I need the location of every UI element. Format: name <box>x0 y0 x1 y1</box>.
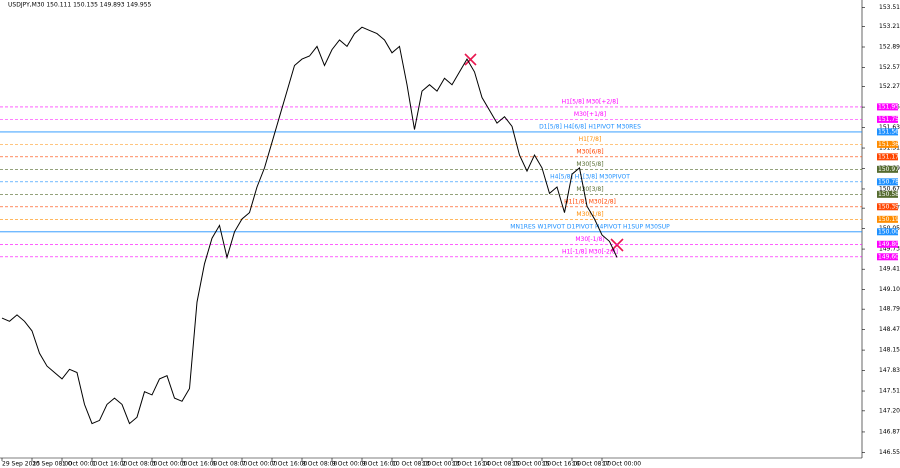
y-tick-label: 152.570 <box>879 64 900 71</box>
level-tag <box>877 253 898 261</box>
y-tick-label: 147.200 <box>879 407 900 414</box>
y-tick-label: 146.550 <box>879 449 900 456</box>
x-tick-label: 1 Oct 00:00 <box>62 461 97 468</box>
level-name: H1[1/8] M30[2/8] <box>564 198 616 205</box>
level-price: 149.609 <box>878 253 900 260</box>
x-tick-label: 3 Oct 16:00 <box>182 461 217 468</box>
x-tick-label: 14 Oct 08:00 <box>482 461 521 468</box>
level-price: 150.586 <box>878 191 900 198</box>
y-tick-label: 146.870 <box>879 428 900 435</box>
level-name: M30[-1/8] <box>575 236 604 243</box>
level-name: M30[5/8] <box>576 161 603 168</box>
x-tick-label: 17 Oct 00:00 <box>602 461 641 468</box>
x-tick-label: 13 Oct 16:00 <box>452 461 491 468</box>
y-tick-label: 147.830 <box>879 367 900 374</box>
level-tag <box>877 140 898 148</box>
level-price: 151.172 <box>878 153 900 160</box>
x-tick-label: 7 Oct 16:00 <box>272 461 307 468</box>
x-tick-label: 1 Oct 16:00 <box>92 461 127 468</box>
level-price: 150.000 <box>878 228 900 235</box>
level-price: 151.953 <box>878 103 900 110</box>
x-tick-label: 9 Oct 16:00 <box>362 461 397 468</box>
level-tag <box>877 153 898 161</box>
x-tick-label: 8 Oct 08:00 <box>302 461 337 468</box>
level-name: MN1RES W1PIVOT D1PIVOT H4PIVOT H1SUP M30… <box>510 223 670 230</box>
level-price: 149.805 <box>878 241 900 248</box>
level-tag <box>877 240 898 248</box>
y-tick-label: 148.790 <box>879 306 900 313</box>
y-tick-label: 152.270 <box>879 83 900 90</box>
level-name: M30[1/8] <box>576 211 603 218</box>
x-tick-label: 29 Sep 2025 <box>2 461 40 468</box>
y-tick-label: 149.100 <box>879 286 900 293</box>
y-tick-label: 152.890 <box>879 43 900 50</box>
x-tick-label: 2 Oct 08:00 <box>122 461 157 468</box>
x-tick-label: 3 Oct 00:00 <box>152 461 187 468</box>
x-tick-label: 7 Oct 00:00 <box>242 461 277 468</box>
level-price: 150.977 <box>878 166 900 173</box>
y-tick-label: 151.630 <box>879 124 900 131</box>
level-tag <box>877 103 898 111</box>
cross-marker <box>464 53 477 66</box>
x-tick-label: 30 Sep 08:00 <box>32 461 72 468</box>
y-tick-label: 148.150 <box>879 347 900 354</box>
level-price: 151.367 <box>878 141 900 148</box>
x-tick-label: 9 Oct 00:00 <box>332 461 367 468</box>
y-tick-label: 150.670 <box>879 185 900 192</box>
x-tick-label: 13 Oct 00:00 <box>422 461 461 468</box>
level-tag <box>877 190 898 198</box>
y-tick-label: 149.415 <box>879 266 900 273</box>
level-name: H1[5/8] M30[+2/8] <box>562 98 619 105</box>
price-line <box>1 26 618 425</box>
x-tick-label: 16 Oct 08:00 <box>572 461 611 468</box>
y-tick-label: 153.510 <box>879 4 900 11</box>
level-price: 151.562 <box>878 128 900 135</box>
y-tick-label: 151.310 <box>879 145 900 152</box>
y-tick-label: 153.210 <box>879 23 900 30</box>
level-price: 150.781 <box>878 178 900 185</box>
level-tag <box>877 165 898 173</box>
y-tick-label: 148.470 <box>879 326 900 333</box>
level-price: 150.195 <box>878 216 900 223</box>
level-tag <box>877 115 898 123</box>
y-tick-label: 147.510 <box>879 388 900 395</box>
x-tick-label: 6 Oct 08:00 <box>212 461 247 468</box>
level-name: H4[5/8] H1[3/8] M30PIVOT <box>550 173 630 180</box>
x-tick-label: 15 Oct 16:00 <box>542 461 581 468</box>
level-tag <box>877 228 898 236</box>
y-tick-label: 149.730 <box>879 246 900 253</box>
x-tick-label: 15 Oct 00:00 <box>512 461 551 468</box>
level-name: H1[7/8] <box>579 136 602 143</box>
level-tag <box>877 128 898 136</box>
level-name: D1[5/8] H4[6/8] H1PIVOT M30RES <box>539 123 641 130</box>
level-price: 150.391 <box>878 203 900 210</box>
x-tick-label: 10 Oct 08:00 <box>392 461 431 468</box>
level-name: M30[3/8] <box>576 186 603 193</box>
level-tag <box>877 178 898 186</box>
level-name: M30[+1/8] <box>574 111 606 118</box>
chart-title: USDJPY,M30 150.111 150.135 149.893 149.9… <box>8 2 152 9</box>
level-tag <box>877 203 898 211</box>
level-tag <box>877 215 898 223</box>
level-name: H1[-1/8] M30[-2/8] <box>562 248 618 255</box>
level-price: 151.758 <box>878 116 900 123</box>
level-name: M30[6/8] <box>576 148 603 155</box>
